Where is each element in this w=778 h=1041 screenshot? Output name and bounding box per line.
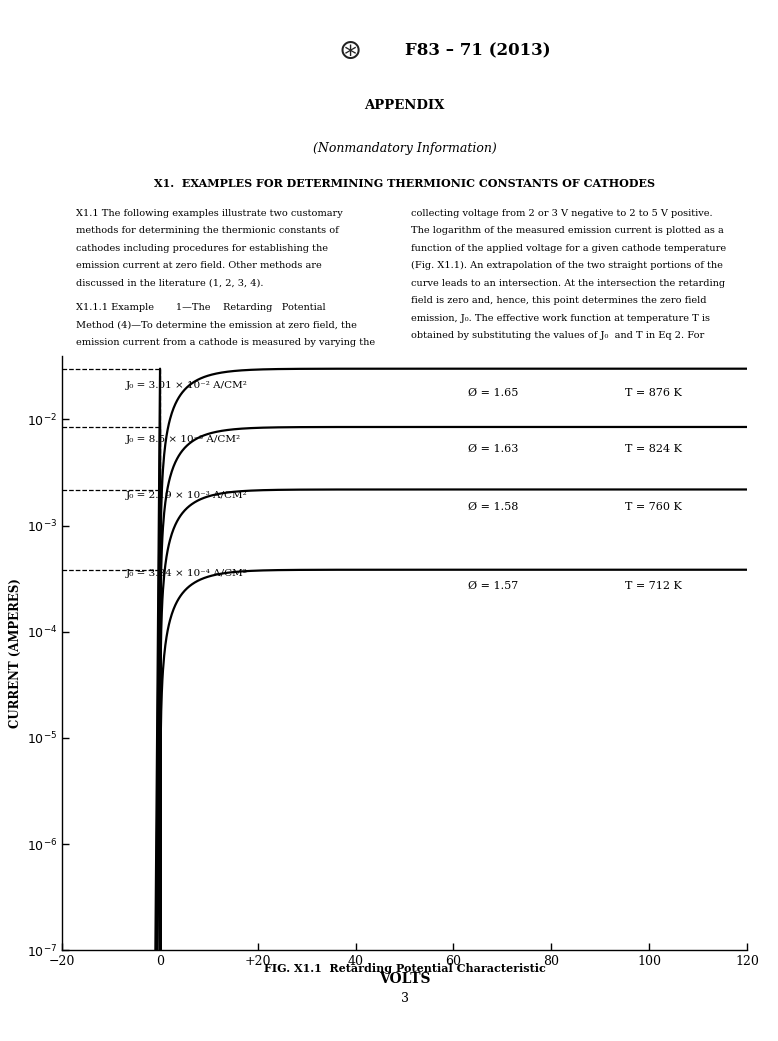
Text: methods for determining the thermionic constants of: methods for determining the thermionic c…	[76, 226, 338, 235]
Text: 3: 3	[401, 992, 408, 1006]
Text: emission, J₀. The effective work function at temperature T is: emission, J₀. The effective work functio…	[412, 313, 710, 323]
Text: J₀ = 3.84 × 10⁻⁴ A/CM²: J₀ = 3.84 × 10⁻⁴ A/CM²	[126, 568, 247, 578]
Text: T = 824 K: T = 824 K	[625, 445, 682, 454]
Text: Ø = 1.65: Ø = 1.65	[468, 388, 518, 398]
Text: T = 712 K: T = 712 K	[625, 581, 682, 591]
Y-axis label: CURRENT (AMPERES): CURRENT (AMPERES)	[9, 578, 22, 728]
Text: FIG. X1.1  Retarding Potential Characteristic: FIG. X1.1 Retarding Potential Characteri…	[264, 963, 545, 974]
Text: obtained by substituting the values of J₀  and T in Eq 2. For: obtained by substituting the values of J…	[412, 331, 705, 340]
Text: Method (4)—To determine the emission at zero field, the: Method (4)—To determine the emission at …	[76, 321, 357, 330]
Text: emission current at zero field. Other methods are: emission current at zero field. Other me…	[76, 261, 321, 271]
Text: J₀ = 3.01 × 10⁻² A/CM²: J₀ = 3.01 × 10⁻² A/CM²	[126, 381, 247, 390]
Text: T = 876 K: T = 876 K	[625, 388, 682, 398]
Text: J₀ = 8.5 × 10⁻³ A/CM²: J₀ = 8.5 × 10⁻³ A/CM²	[126, 435, 241, 445]
Text: F83 – 71 (2013): F83 – 71 (2013)	[405, 43, 550, 59]
Text: (Nonmandatory Information): (Nonmandatory Information)	[313, 142, 496, 155]
Text: Ø = 1.57: Ø = 1.57	[468, 581, 518, 591]
Text: Ø = 1.58: Ø = 1.58	[468, 502, 518, 511]
X-axis label: VOLTS: VOLTS	[379, 972, 430, 986]
Text: emission current from a cathode is measured by varying the: emission current from a cathode is measu…	[76, 338, 375, 348]
Text: curve leads to an intersection. At the intersection the retarding: curve leads to an intersection. At the i…	[412, 279, 726, 287]
Text: T = 760 K: T = 760 K	[625, 502, 682, 511]
Text: The logarithm of the measured emission current is plotted as a: The logarithm of the measured emission c…	[412, 226, 724, 235]
Text: function of the applied voltage for a given cathode temperature: function of the applied voltage for a gi…	[412, 244, 727, 253]
Text: X1.  EXAMPLES FOR DETERMINING THERMIONIC CONSTANTS OF CATHODES: X1. EXAMPLES FOR DETERMINING THERMIONIC …	[154, 178, 655, 188]
Text: discussed in the literature (1, 2, 3, 4).: discussed in the literature (1, 2, 3, 4)…	[76, 279, 264, 287]
Text: ⊛: ⊛	[338, 37, 362, 66]
Text: collecting voltage from 2 or 3 V negative to 2 to 5 V positive.: collecting voltage from 2 or 3 V negativ…	[412, 209, 713, 218]
Text: cathodes including procedures for establishing the: cathodes including procedures for establ…	[76, 244, 328, 253]
Text: X1.1.1 Example       1—The    Retarding   Potential: X1.1.1 Example 1—The Retarding Potential	[76, 304, 325, 312]
Text: APPENDIX: APPENDIX	[364, 99, 445, 111]
Text: J₀ = 2.19 × 10⁻³ A/CM²: J₀ = 2.19 × 10⁻³ A/CM²	[126, 491, 247, 501]
Text: X1.1 The following examples illustrate two customary: X1.1 The following examples illustrate t…	[76, 209, 342, 218]
Text: field is zero and, hence, this point determines the zero field: field is zero and, hence, this point det…	[412, 296, 707, 305]
Text: (Fig. X1.1). An extrapolation of the two straight portions of the: (Fig. X1.1). An extrapolation of the two…	[412, 261, 724, 271]
Text: Ø = 1.63: Ø = 1.63	[468, 445, 518, 454]
